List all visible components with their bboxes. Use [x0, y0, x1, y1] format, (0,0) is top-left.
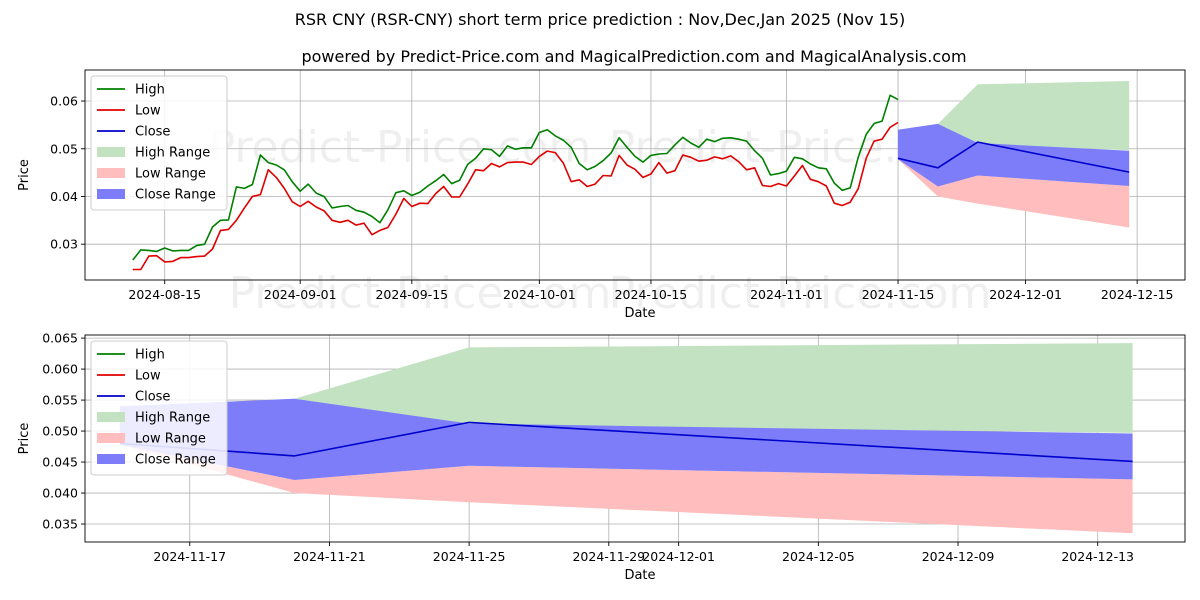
bottom-chart-panel: Predict-Price.comPredict-Price.com2024-1…: [17, 331, 1186, 583]
x-tick-label: 2024-10-01: [503, 287, 576, 302]
legend-swatch-patch: [97, 412, 125, 422]
close-forecast-line: [897, 141, 1130, 173]
y-tick-label: 0.040: [42, 486, 78, 501]
low-series-line: [132, 121, 899, 271]
legend-label: Close Range: [135, 188, 216, 203]
top-chart-panel: Predict-Price.com Predict-Price.comPredic…: [17, 69, 1186, 321]
low-range-band: [119, 444, 1133, 534]
chart-title: RSR CNY (RSR-CNY) short term price predi…: [295, 10, 906, 29]
x-tick-label: 2024-11-25: [433, 549, 506, 564]
high-range-band: [119, 343, 1133, 445]
close-range-band: [119, 398, 1133, 480]
y-tick-label: 0.04: [50, 189, 78, 204]
high-series-line: [132, 94, 899, 261]
y-tick-label: 0.06: [50, 94, 78, 109]
legend-label: Close: [135, 390, 170, 405]
legend-swatch-patch: [97, 433, 125, 443]
legend-label: Low: [135, 104, 161, 119]
y-axis-label: Price: [17, 423, 32, 455]
x-tick-label: 2024-12-01: [642, 549, 715, 564]
y-tick-label: 0.045: [42, 455, 78, 470]
x-tick-label: 2024-12-05: [782, 549, 855, 564]
x-tick-label: 2024-09-15: [375, 287, 448, 302]
plot-area: [132, 81, 1130, 271]
legend-label: Close: [135, 125, 170, 140]
legend: High Low Close High Range Low Range Close Ran…: [90, 75, 228, 211]
close-range-band: [898, 123, 1130, 187]
x-tick-label: 2024-12-13: [1061, 549, 1134, 564]
legend-label: High Range: [135, 146, 210, 161]
x-tick-label: 2024-09-01: [264, 287, 337, 302]
low-range-band: [898, 159, 1130, 228]
x-axis-label: Date: [624, 306, 655, 321]
y-tick-label: 0.065: [42, 331, 78, 346]
plot-frame: [84, 334, 1186, 543]
x-tick-label: 2024-11-17: [153, 549, 226, 564]
y-tick-label: 0.055: [42, 393, 78, 408]
watermark-text: Predict-Price.com: [229, 268, 612, 319]
legend: High Low Close High Range Low Range Close Ran…: [90, 340, 228, 476]
chart-subtitle: powered by Predict-Price.com and Magical…: [301, 47, 966, 66]
legend-label: Low Range: [135, 432, 206, 447]
x-tick-label: 2024-11-15: [862, 287, 935, 302]
x-tick-label: 2024-11-29: [572, 549, 645, 564]
y-tick-label: 0.060: [42, 362, 78, 377]
x-tick-label: 2024-10-15: [615, 287, 688, 302]
y-tick-label: 0.03: [50, 237, 78, 252]
legend-swatch-patch: [97, 454, 125, 464]
legend-label: Low Range: [135, 167, 206, 182]
legend-label: Low: [135, 369, 161, 384]
x-tick-label: 2024-11-21: [293, 549, 366, 564]
y-tick-label: 0.05: [50, 141, 78, 156]
x-tick-label: 2024-12-15: [1101, 287, 1174, 302]
legend-swatch-patch: [97, 189, 125, 199]
y-tick-label: 0.035: [42, 517, 78, 532]
legend-label: High Range: [135, 411, 210, 426]
legend-label: High: [135, 348, 165, 363]
y-tick-label: 0.050: [42, 424, 78, 439]
watermark-text: Predict-Price.com: [209, 122, 592, 173]
x-tick-label: 2024-12-09: [922, 549, 995, 564]
plot-area: [119, 343, 1133, 534]
legend-swatch-patch: [97, 168, 125, 178]
legend-label: Close Range: [135, 453, 216, 468]
x-tick-label: 2024-11-01: [750, 287, 823, 302]
y-axis-label: Price: [17, 159, 32, 191]
x-tick-label: 2024-12-01: [989, 287, 1062, 302]
watermark-text: Predict-Price.com: [609, 268, 992, 319]
legend-swatch-patch: [97, 147, 125, 157]
x-tick-label: 2024-08-15: [128, 287, 201, 302]
plot-frame: [84, 69, 1186, 281]
legend-label: High: [135, 83, 165, 98]
high-range-band: [898, 81, 1130, 160]
x-axis-label: Date: [624, 568, 655, 583]
